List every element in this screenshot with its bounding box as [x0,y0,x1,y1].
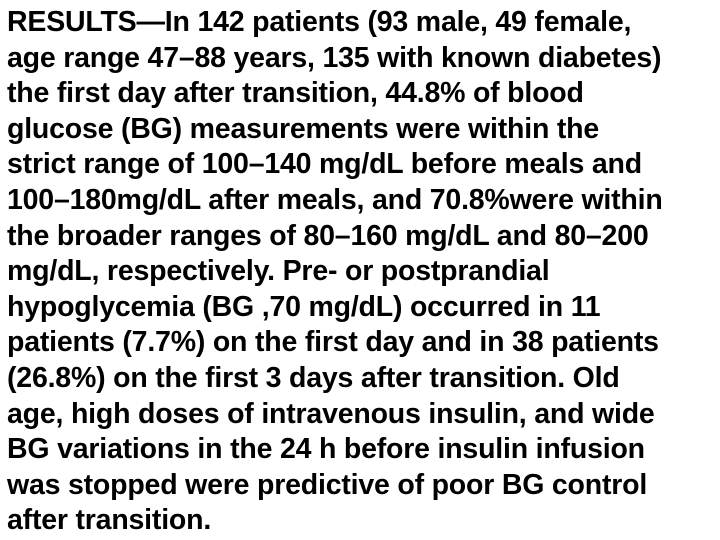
text-line: glucose (BG) measurements were within th… [7,112,600,145]
text-line: the first day after transition, 44.8% of… [7,77,584,110]
text-line: 100–180mg/dL after meals, and 70.8%were … [7,183,663,216]
text-line: was stopped were predictive of poor BG c… [7,468,648,501]
text-line: mg/dL, respectively. Pre- or postprandia… [7,255,550,288]
text-line: BG variations in the 24 h before insulin… [7,433,645,466]
text-line: the broader ranges of 80–160 mg/dL and 8… [7,219,649,252]
text-line: RESULTS—In 142 patients (93 male, 49 fem… [7,6,632,38]
text-line: (26.8%) on the first 3 days after transi… [7,361,620,394]
text-line: age range 47–88 years, 135 with known di… [7,41,662,74]
text-line: patients (7.7%) on the first day and in … [7,326,659,359]
text-line: age, high doses of intravenous insulin, … [7,397,655,430]
text-line: after transition. [7,504,212,537]
text-line: strict range of 100–140 mg/dL before mea… [7,148,642,181]
text-line: hypoglycemia (BG ,70 mg/dL) occurred in … [7,290,601,323]
